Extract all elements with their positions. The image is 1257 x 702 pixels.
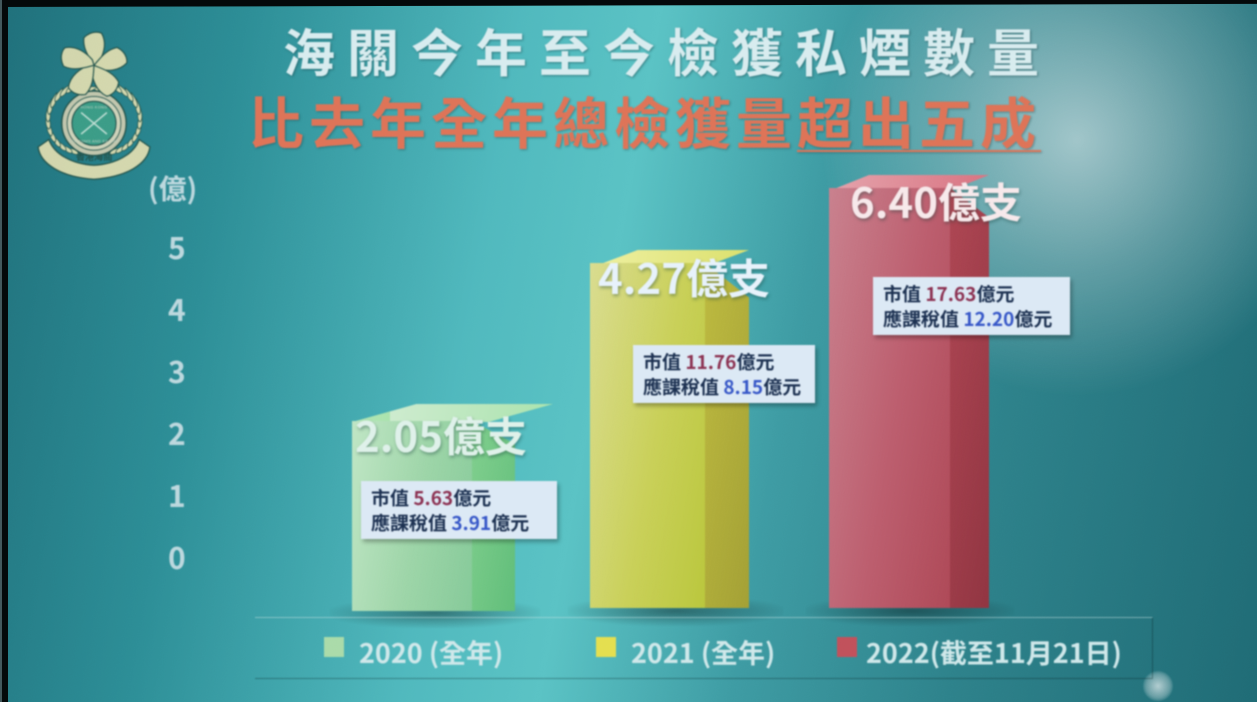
svg-text:CUSTOMS AND EXCISE: CUSTOMS AND EXCISE bbox=[69, 139, 118, 144]
svg-text:HONG KONG: HONG KONG bbox=[81, 104, 108, 109]
